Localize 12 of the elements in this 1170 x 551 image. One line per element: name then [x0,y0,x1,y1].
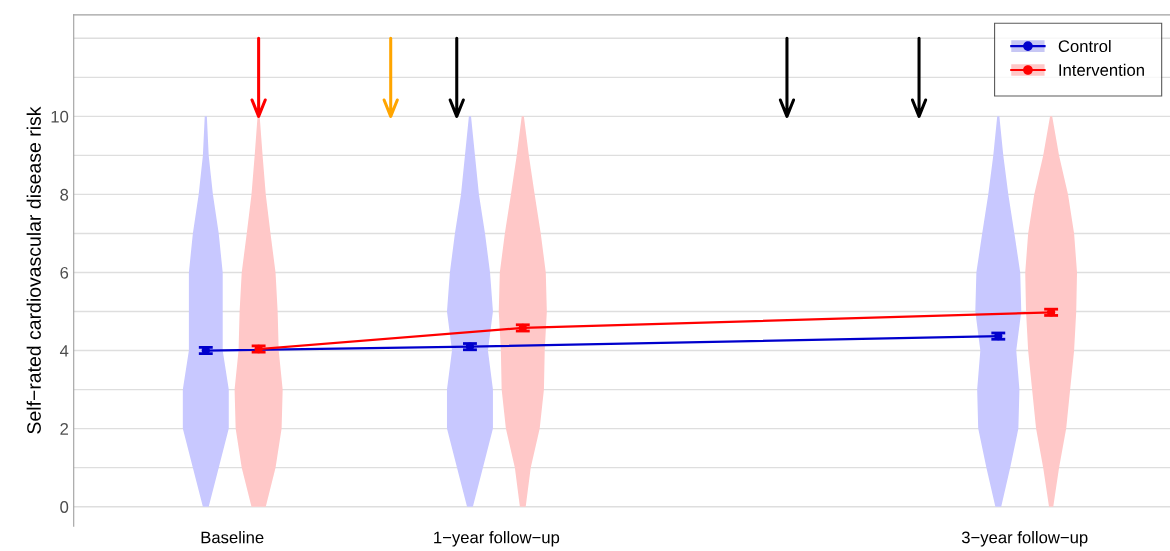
y-axis-title: Self−rated cardiovascular disease risk [26,106,41,434]
y-tick-label: 10 [51,110,69,123]
y-tick-label: 4 [59,345,69,357]
x-tick-label: 3−year follow−up [961,531,1088,547]
legend-label: Intervention [1059,63,1144,76]
y-tick-label: 6 [60,266,69,279]
y-tick-label: 8 [60,188,69,201]
y-tick-label: 0 [60,501,69,513]
y-tick-label: 2 [60,423,69,435]
legend-label: Control [1058,39,1111,53]
x-tick-label: 1−year follow−up [434,531,560,547]
x-tick-label: Baseline [201,531,264,544]
